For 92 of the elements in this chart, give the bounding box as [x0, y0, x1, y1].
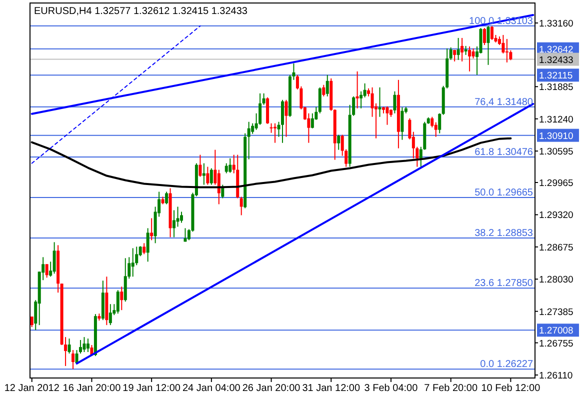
candlestick [438, 112, 442, 134]
candlestick [434, 122, 438, 138]
candlestick [430, 116, 434, 128]
y-tick-label: 1.31885 [539, 82, 574, 94]
candlestick [52, 242, 56, 274]
candlestick [456, 37, 460, 60]
annotation: 61.8 1.30476 [474, 146, 534, 158]
candlestick [468, 46, 472, 72]
y-tick-label: 1.26755 [539, 338, 574, 350]
x-tick-label: 3 Feb 04:00 [364, 383, 418, 394]
y-tick-label: 1.30595 [539, 146, 574, 158]
x-tick-label: 16 Jan 20:00 [62, 383, 122, 394]
candlestick [479, 27, 482, 54]
y-tick-label: 1.27385 [539, 306, 574, 318]
annotation: 0.0 1.26227 [480, 359, 534, 370]
candlestick [337, 134, 340, 150]
chart-title: EURUSD,H4 1.32577 1.32612 1.32415 1.32433 [34, 6, 248, 17]
candlestick [224, 162, 228, 174]
candlestick [449, 46, 452, 60]
candlestick [284, 99, 288, 138]
candlestick [326, 74, 329, 97]
candlestick [281, 99, 284, 144]
candlestick [400, 106, 404, 140]
y-tick-label: 1.31240 [539, 114, 574, 126]
candlestick [142, 242, 146, 255]
candlestick [150, 218, 154, 241]
candlestick [240, 196, 243, 216]
candlestick [202, 162, 206, 186]
candlestick [472, 48, 475, 59]
x-tick-label: 26 Jan 20:00 [242, 383, 301, 394]
candlestick [184, 228, 187, 242]
x-tick-label: 31 Jan 12:00 [302, 383, 360, 394]
annotation: 38.2 1.28853 [474, 228, 534, 240]
ref-line-label: 1.32433 [539, 54, 574, 66]
candlestick [490, 25, 494, 40]
candlestick [116, 290, 120, 314]
candlestick [68, 338, 71, 354]
candlestick [505, 38, 508, 63]
candlestick [393, 90, 396, 114]
candlestick [206, 166, 210, 186]
candlestick [360, 90, 363, 109]
y-tick-label: 1.29320 [539, 210, 574, 222]
candlestick [228, 158, 232, 174]
candlestick [247, 121, 250, 160]
candlestick [486, 25, 490, 66]
candlestick [86, 338, 90, 353]
ref-line-label: 1.32115 [539, 70, 573, 82]
ref-line-label: 1.27008 [539, 326, 574, 337]
candlestick [386, 106, 389, 126]
candlestick [146, 228, 150, 262]
x-tick-label: 12 Jan 2012 [4, 383, 60, 394]
y-tick-label: 1.33160 [539, 18, 574, 30]
candlestick [356, 70, 359, 109]
candlestick [378, 86, 382, 118]
y-tick-label: 1.29965 [539, 178, 574, 190]
annotation: 50.0 1.29665 [474, 187, 534, 198]
candlestick [198, 154, 202, 178]
candlestick [210, 168, 213, 186]
candlestick [172, 210, 176, 238]
candlestick [79, 340, 82, 354]
ref-line-label: 1.30910 [539, 130, 574, 142]
candlestick [270, 122, 273, 134]
y-tick-label: 1.28675 [539, 242, 574, 254]
x-tick-label: 19 Jan 12:00 [122, 383, 181, 394]
candlestick [124, 258, 127, 302]
candlestick [322, 84, 326, 97]
candlestick [165, 191, 168, 205]
candlestick [108, 304, 112, 326]
candlestick [274, 122, 277, 144]
candlestick [45, 264, 48, 278]
x-tick-label: 24 Jan 04:00 [182, 383, 241, 394]
ref-line-label: 1.32642 [539, 44, 574, 56]
y-tick-label: 1.26110 [539, 370, 573, 382]
candlestick [318, 86, 322, 114]
candlestick [460, 37, 464, 62]
annotation: 23.6 1.27850 [474, 278, 534, 290]
y-tick-label: 1.28030 [539, 274, 574, 286]
x-tick-label: 7 Feb 20:00 [424, 383, 478, 394]
candlestick [262, 92, 266, 106]
candlestick [75, 350, 78, 364]
candlestick [483, 27, 486, 46]
candlestick [30, 316, 34, 328]
candlestick [363, 82, 366, 98]
candlestick [120, 286, 124, 311]
candlestick [131, 248, 134, 278]
candlestick [72, 350, 75, 370]
x-tick-label: 10 Feb 12:00 [481, 383, 541, 394]
annotation: 100.0 1.33103 [469, 16, 534, 27]
candlestick [176, 206, 180, 228]
candlestick [502, 34, 505, 54]
annotation: 76,4 1.31480 [474, 96, 534, 108]
candlestick [82, 336, 86, 353]
